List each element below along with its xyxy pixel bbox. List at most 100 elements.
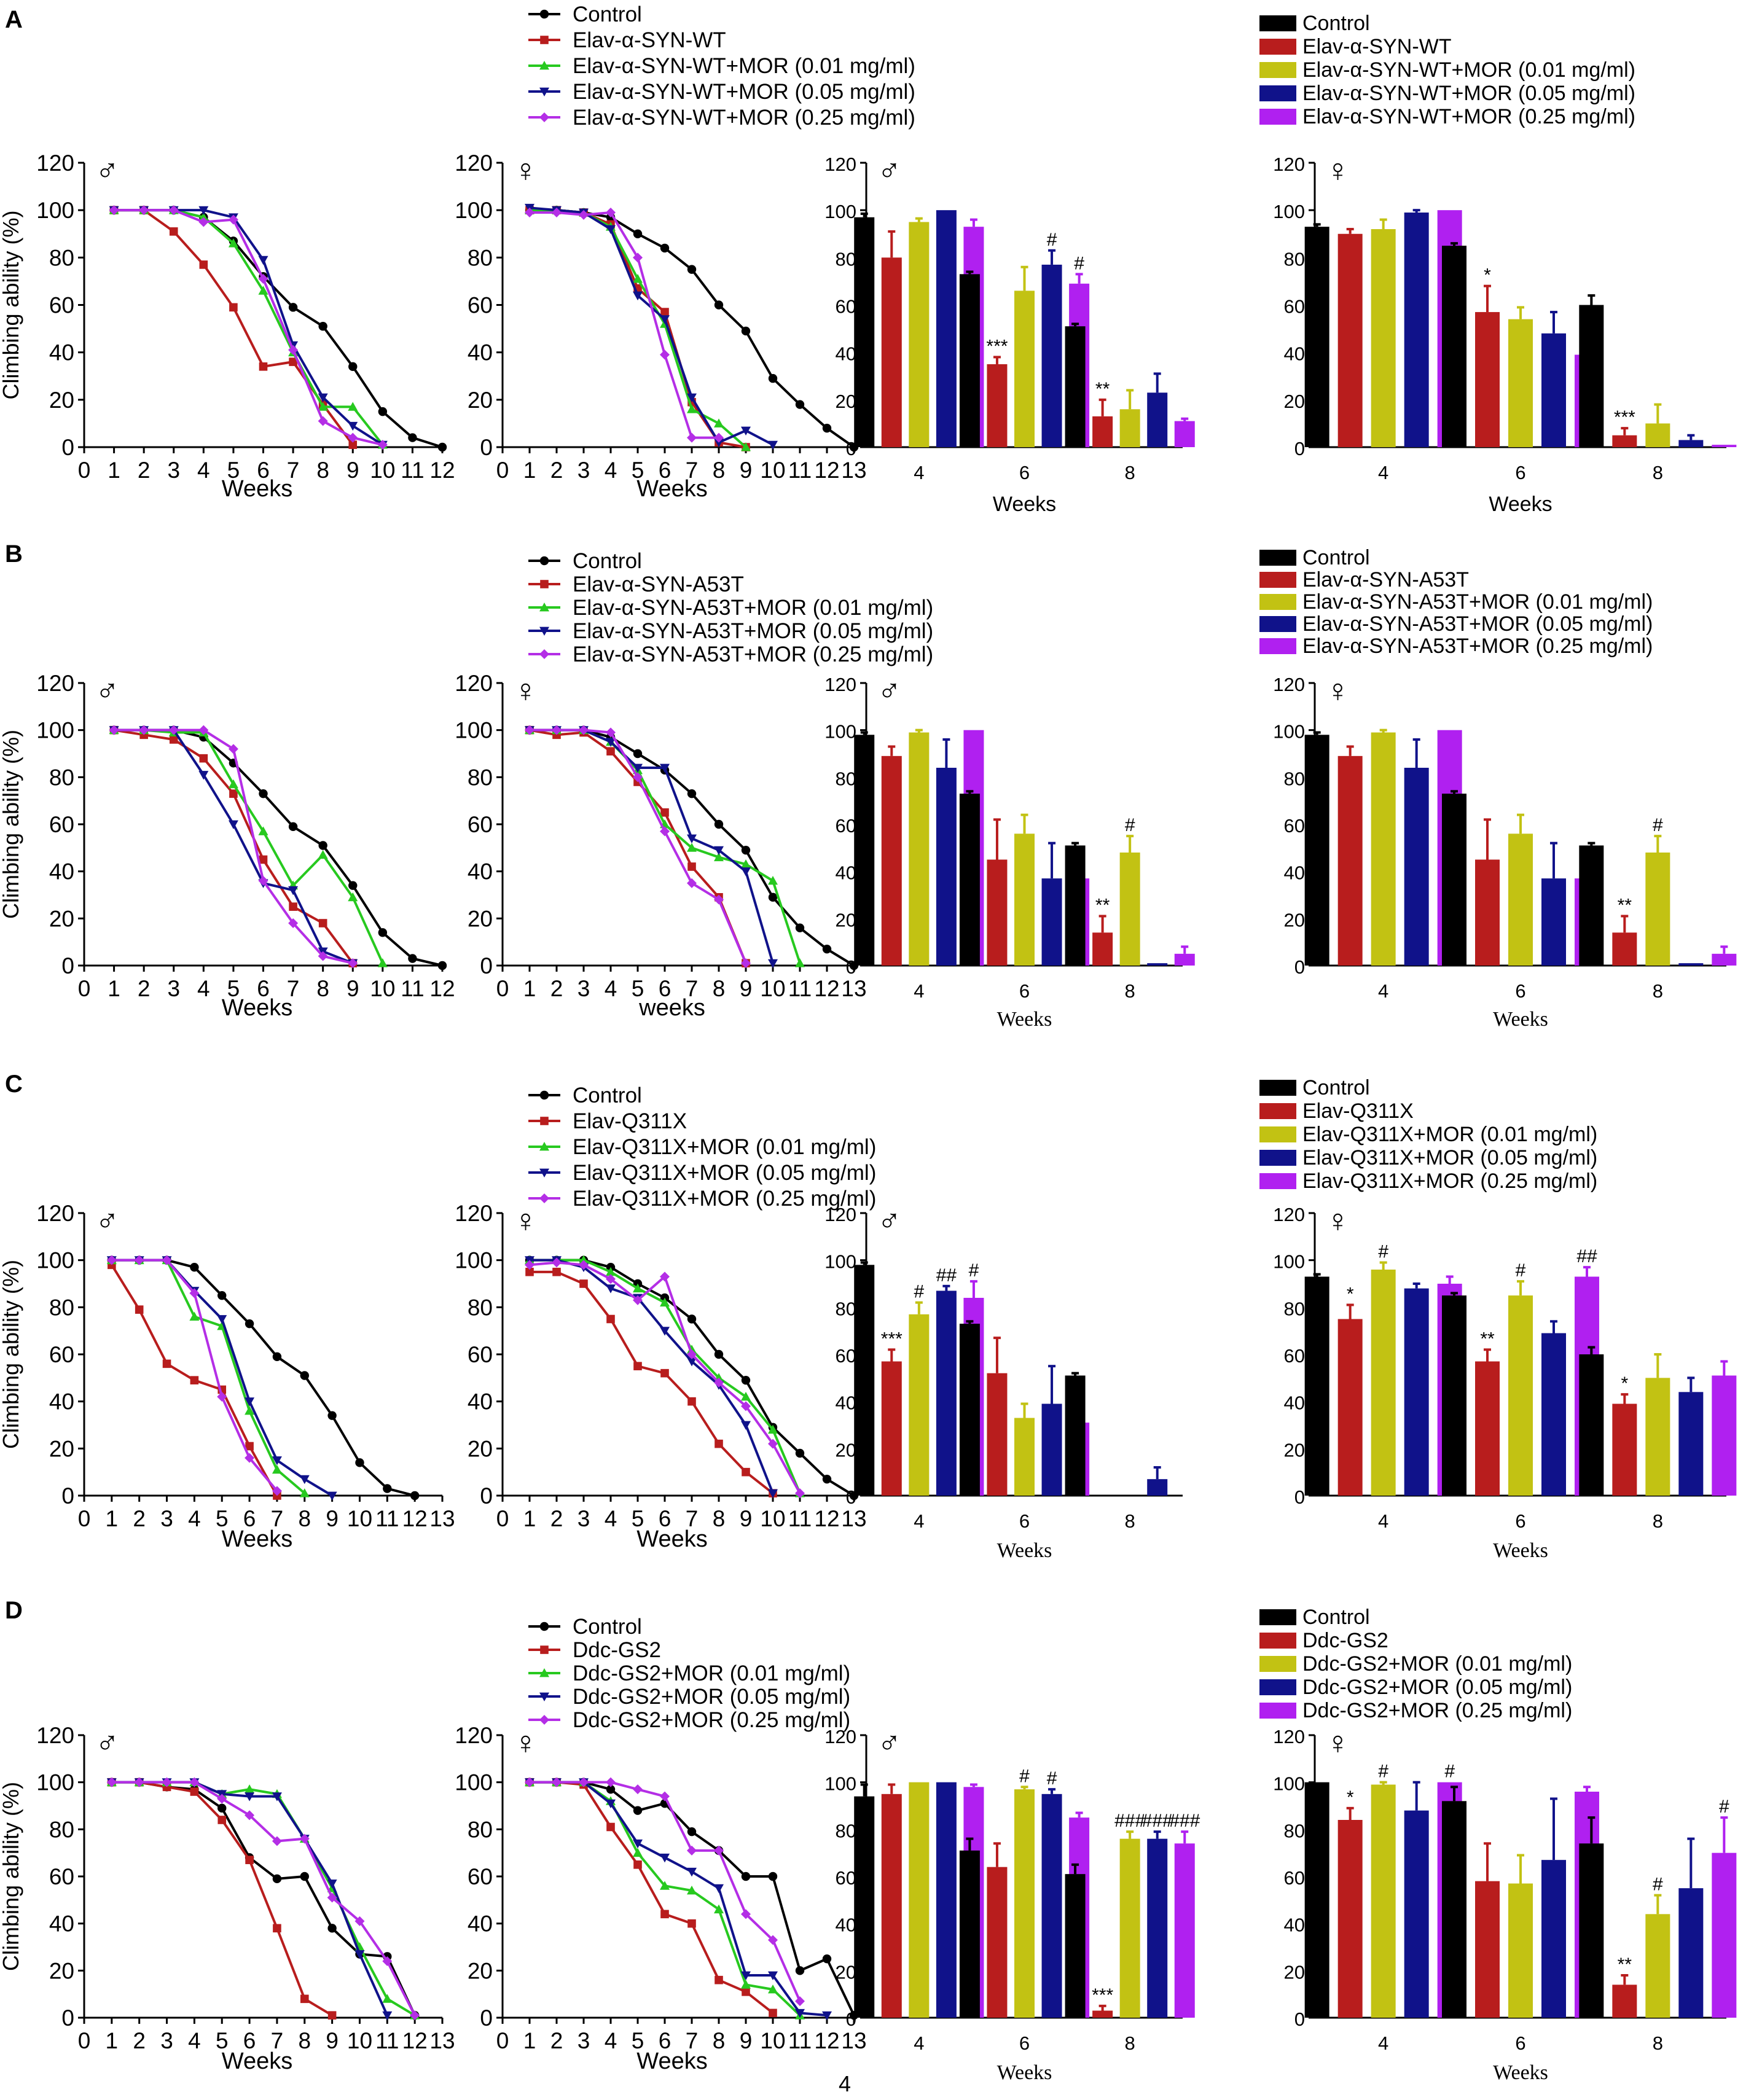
bar <box>1014 291 1035 447</box>
bar <box>1404 1288 1429 1496</box>
line-legend-entry: Ddc-GS2+MOR (0.05 mg/ml) <box>528 1685 850 1709</box>
x-axis-label: Weeks <box>993 493 1056 516</box>
data-point <box>348 432 358 443</box>
y-tick-label: 80 <box>49 245 74 270</box>
y-tick-label: 60 <box>49 293 74 318</box>
data-point <box>633 1848 643 1857</box>
x-tick-label: 4 <box>1378 1510 1388 1532</box>
x-tick-label: 1 <box>106 1506 119 1531</box>
x-tick-label: 0 <box>496 2028 509 2053</box>
significance-marker: ### <box>1169 1811 1200 1831</box>
data-point <box>714 438 724 448</box>
data-point <box>327 1879 337 1889</box>
series-path <box>111 1781 416 2016</box>
x-tick-label: 12 <box>814 2028 839 2053</box>
bar-legend-entry: Elav-α-SYN-WT+MOR (0.25 mg/ml) <box>1259 105 1635 128</box>
data-point <box>741 426 751 435</box>
x-tick-label: 8 <box>1653 462 1663 483</box>
y-tick-label: 60 <box>836 815 856 837</box>
data-point <box>660 349 670 360</box>
bar-legend-entry: Elav-α-SYN-WT+MOR (0.01 mg/ml) <box>1259 58 1635 82</box>
y-tick-label: 120 <box>455 1201 493 1226</box>
bar <box>1337 1319 1363 1496</box>
y-tick-label: 120 <box>824 1204 856 1225</box>
x-tick-label: 1 <box>523 458 536 483</box>
bar <box>1612 435 1637 447</box>
x-tick-label: 2 <box>138 976 151 1001</box>
significance-marker: # <box>1378 1762 1388 1782</box>
data-point <box>687 1357 697 1367</box>
data-point <box>687 1349 697 1359</box>
x-tick-label: 8 <box>1125 980 1135 1002</box>
data-point <box>741 1971 751 1980</box>
bar <box>936 1290 957 1496</box>
x-tick-label: 9 <box>347 458 359 483</box>
female-symbol-icon: ♀ <box>1326 1203 1350 1239</box>
legend-marker <box>539 603 549 612</box>
y-tick-label: 100 <box>1273 1773 1305 1795</box>
male-symbol-icon: ♂ <box>95 1203 119 1239</box>
series-path <box>114 728 384 964</box>
data-point <box>318 322 327 331</box>
x-tick-label: 13 <box>841 458 866 483</box>
legend-label: Elav-Q311X+MOR (0.05 mg/ml) <box>573 1161 876 1185</box>
y-tick-label: 60 <box>836 296 856 318</box>
x-tick-label: 11 <box>401 458 424 483</box>
y-axis-label: Climbing ability (%) <box>0 1782 23 1971</box>
bar <box>1147 392 1168 447</box>
x-tick-label: 4 <box>605 458 617 483</box>
x-axis-label: Weeks <box>1493 1008 1548 1031</box>
data-point <box>272 1874 282 1884</box>
y-tick-label: 60 <box>836 1867 856 1889</box>
data-point <box>109 725 119 735</box>
y-tick-label: 0 <box>480 1483 493 1509</box>
legend-label: Elav-α-SYN-WT+MOR (0.05 mg/ml) <box>1302 82 1635 105</box>
bar <box>1541 1333 1566 1496</box>
bar <box>1014 833 1035 966</box>
data-point <box>741 1872 751 1881</box>
line-legend-entry: Control <box>528 1083 642 1107</box>
x-tick-label: 3 <box>167 458 180 483</box>
line-legend-entry: Elav-α-SYN-WT+MOR (0.01 mg/ml) <box>528 54 915 78</box>
bar <box>959 274 980 447</box>
data-point <box>199 754 208 763</box>
x-tick-label: 4 <box>197 458 210 483</box>
x-tick-label: 5 <box>227 458 240 483</box>
data-point <box>288 918 299 928</box>
x-tick-label: 8 <box>298 2028 311 2053</box>
significance-marker: * <box>1484 265 1491 286</box>
significance-marker: # <box>1074 253 1084 273</box>
female-symbol-icon: ♀ <box>514 1725 538 1761</box>
x-tick-label: 13 <box>841 2028 866 2053</box>
data-point <box>715 1439 723 1448</box>
significance-marker: # <box>914 1282 924 1302</box>
x-tick-label: 4 <box>188 2028 201 2053</box>
bar <box>1475 859 1500 966</box>
legend-label: Elav-Q311X+MOR (0.25 mg/ml) <box>1302 1169 1597 1193</box>
data-point <box>189 1311 200 1321</box>
bar <box>1371 229 1396 447</box>
data-point <box>552 1257 562 1268</box>
data-point <box>687 1345 697 1354</box>
bar <box>1041 264 1062 447</box>
y-tick-label: 60 <box>49 1864 74 1889</box>
bar <box>1119 409 1140 447</box>
series-line-4 <box>525 1257 805 1499</box>
data-point <box>354 1916 365 1926</box>
legend-label: Control <box>1302 546 1370 569</box>
significance-marker: # <box>1653 815 1663 835</box>
data-point <box>318 951 328 961</box>
data-point <box>258 876 268 886</box>
x-tick-label: 6 <box>257 458 270 483</box>
x-axis-label: Weeks <box>222 2048 292 2074</box>
legend-color-swatch <box>1259 1126 1296 1142</box>
y-tick-label: 0 <box>1294 438 1305 459</box>
data-point <box>687 432 697 443</box>
